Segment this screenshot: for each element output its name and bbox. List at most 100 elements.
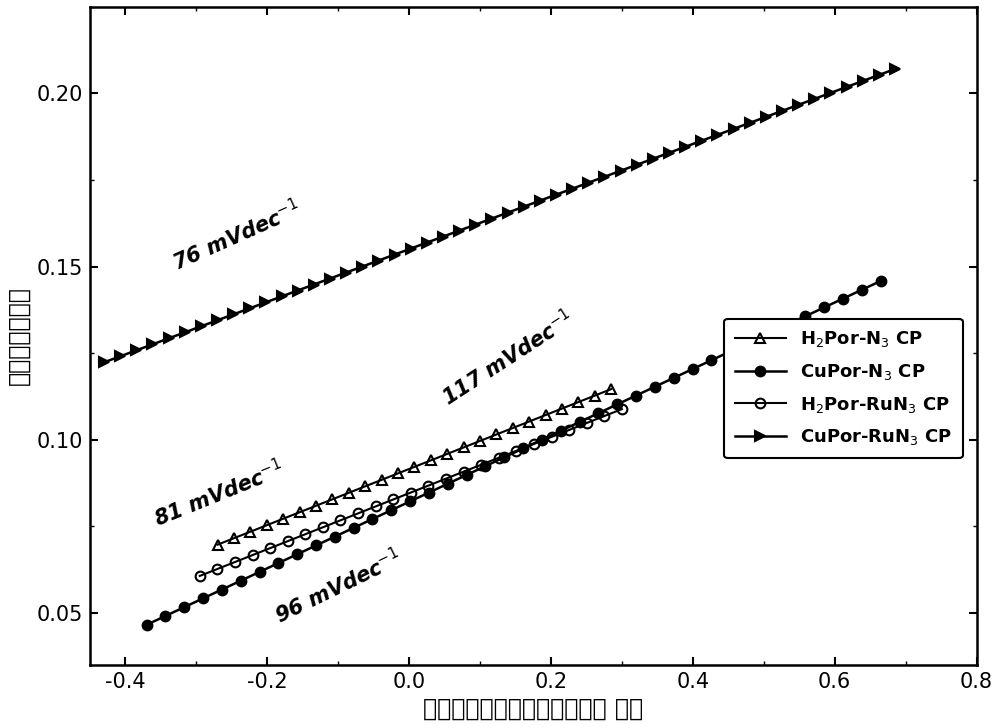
CuPor-RuN3 CP <box>857 76 869 85</box>
H2Por-RuN3 CP <box>475 460 487 469</box>
CuPor-RuN3 CP <box>824 89 836 98</box>
H2Por-RuN3 CP <box>334 516 346 525</box>
Line: CuPor-N3 CP: CuPor-N3 CP <box>142 276 886 630</box>
H2Por-RuN3 CP <box>229 558 241 566</box>
H2Por-N3 CP <box>458 443 470 452</box>
CuPor-N3 CP <box>159 612 171 620</box>
CuPor-RuN3 CP <box>130 346 142 355</box>
CuPor-RuN3 CP <box>372 256 384 265</box>
CuPor-N3 CP <box>310 541 322 550</box>
CuPor-RuN3 CP <box>146 340 158 349</box>
CuPor-RuN3 CP <box>308 280 320 289</box>
CuPor-RuN3 CP <box>324 274 336 283</box>
CuPor-RuN3 CP <box>259 298 271 306</box>
CuPor-RuN3 CP <box>647 154 659 163</box>
H2Por-RuN3 CP <box>370 502 382 511</box>
H2Por-N3 CP <box>310 502 322 510</box>
H2Por-RuN3 CP <box>440 474 452 483</box>
Y-axis label: 过电位（伏特）: 过电位（伏特） <box>7 286 31 385</box>
H2Por-RuN3 CP <box>563 426 575 435</box>
H2Por-N3 CP <box>556 404 568 413</box>
CuPor-RuN3 CP <box>114 352 126 360</box>
H2Por-RuN3 CP <box>422 481 434 490</box>
CuPor-RuN3 CP <box>744 119 756 127</box>
CuPor-RuN3 CP <box>405 244 417 253</box>
CuPor-N3 CP <box>141 620 153 629</box>
H2Por-RuN3 CP <box>581 419 593 427</box>
H2Por-N3 CP <box>540 411 552 419</box>
CuPor-RuN3 CP <box>695 136 707 145</box>
CuPor-N3 CP <box>385 506 397 515</box>
H2Por-RuN3 CP <box>493 454 505 462</box>
CuPor-N3 CP <box>291 550 303 558</box>
H2Por-RuN3 CP <box>387 495 399 504</box>
H2Por-N3 CP <box>244 527 256 536</box>
H2Por-N3 CP <box>605 384 617 393</box>
H2Por-N3 CP <box>376 475 388 484</box>
H2Por-RuN3 CP <box>458 467 470 476</box>
H2Por-N3 CP <box>326 495 338 504</box>
Text: 76 mVdec$^{-1}$: 76 mVdec$^{-1}$ <box>168 196 304 275</box>
CuPor-RuN3 CP <box>211 316 223 325</box>
H2Por-N3 CP <box>589 391 601 400</box>
CuPor-N3 CP <box>216 585 228 594</box>
CuPor-N3 CP <box>837 294 849 303</box>
CuPor-RuN3 CP <box>502 208 514 217</box>
CuPor-RuN3 CP <box>582 178 594 187</box>
H2Por-N3 CP <box>359 482 371 491</box>
CuPor-RuN3 CP <box>453 226 465 235</box>
CuPor-RuN3 CP <box>792 100 804 109</box>
CuPor-N3 CP <box>348 523 360 532</box>
H2Por-RuN3 CP <box>282 537 294 545</box>
CuPor-N3 CP <box>875 277 887 285</box>
H2Por-RuN3 CP <box>299 530 311 539</box>
CuPor-N3 CP <box>178 603 190 612</box>
CuPor-N3 CP <box>461 470 473 479</box>
CuPor-RuN3 CP <box>728 124 740 133</box>
CuPor-RuN3 CP <box>679 143 691 151</box>
H2Por-N3 CP <box>261 521 273 529</box>
Text: 81 mVdec$^{-1}$: 81 mVdec$^{-1}$ <box>150 456 288 531</box>
H2Por-RuN3 CP <box>211 565 223 574</box>
CuPor-RuN3 CP <box>276 292 288 301</box>
CuPor-RuN3 CP <box>550 190 562 199</box>
CuPor-RuN3 CP <box>711 130 723 139</box>
CuPor-N3 CP <box>574 418 586 427</box>
Line: H2Por-RuN3 CP: H2Por-RuN3 CP <box>195 404 627 581</box>
H2Por-RuN3 CP <box>510 446 522 455</box>
H2Por-RuN3 CP <box>405 488 417 497</box>
CuPor-RuN3 CP <box>808 95 820 103</box>
CuPor-N3 CP <box>555 427 567 435</box>
CuPor-RuN3 CP <box>631 160 643 169</box>
H2Por-RuN3 CP <box>352 509 364 518</box>
CuPor-RuN3 CP <box>663 149 675 157</box>
CuPor-N3 CP <box>197 594 209 603</box>
H2Por-N3 CP <box>441 450 453 459</box>
H2Por-N3 CP <box>212 540 224 549</box>
CuPor-N3 CP <box>856 285 868 294</box>
H2Por-RuN3 CP <box>616 405 628 414</box>
H2Por-N3 CP <box>425 456 437 464</box>
H2Por-N3 CP <box>523 417 535 426</box>
CuPor-RuN3 CP <box>98 358 110 367</box>
Line: CuPor-RuN3 CP: CuPor-RuN3 CP <box>99 64 900 367</box>
H2Por-N3 CP <box>507 424 519 432</box>
CuPor-RuN3 CP <box>340 268 352 277</box>
CuPor-N3 CP <box>611 400 623 408</box>
CuPor-N3 CP <box>818 303 830 312</box>
CuPor-N3 CP <box>272 558 284 567</box>
CuPor-RuN3 CP <box>195 322 207 331</box>
CuPor-RuN3 CP <box>421 238 433 247</box>
CuPor-N3 CP <box>498 453 510 462</box>
CuPor-RuN3 CP <box>485 214 497 223</box>
H2Por-N3 CP <box>490 430 502 439</box>
CuPor-RuN3 CP <box>389 250 401 259</box>
H2Por-N3 CP <box>343 488 355 497</box>
CuPor-N3 CP <box>799 312 811 320</box>
H2Por-RuN3 CP <box>264 544 276 553</box>
CuPor-RuN3 CP <box>889 65 901 74</box>
CuPor-RuN3 CP <box>518 202 530 211</box>
H2Por-N3 CP <box>392 469 404 478</box>
CuPor-N3 CP <box>329 532 341 541</box>
CuPor-N3 CP <box>517 444 529 453</box>
